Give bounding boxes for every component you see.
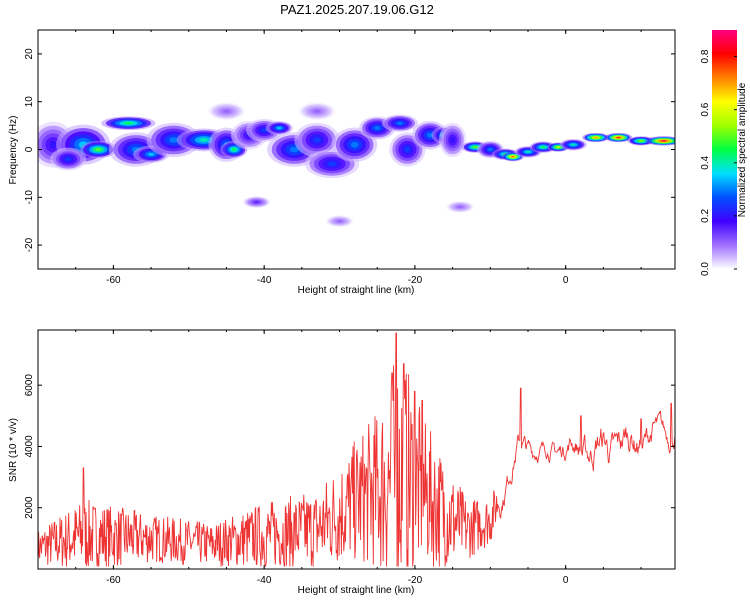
figure-title: PAZ1.2025.207.19.06.G12 (280, 2, 434, 17)
heatmap-blob-31-level-5 (570, 143, 576, 146)
heatmap-blob-25-level-5 (488, 148, 493, 151)
colorbar-gradient (712, 30, 737, 269)
heatmap-blob-34-level-5 (638, 140, 644, 142)
heatmap-blob-38-level-5 (457, 205, 463, 208)
spectrogram-ytick-label-3: 10 (24, 96, 35, 108)
heatmap-blob-20-level-5 (404, 146, 411, 153)
heatmap-blob-28-level-5 (525, 150, 531, 153)
heatmap-blob-33-level-5 (616, 136, 621, 139)
snr-panel: -60 -40 -20 0 2000 4000 6000 Height of straigh… (8, 329, 676, 596)
heatmap-blob-27-level-5 (511, 155, 515, 158)
spectrogram-xtick-label-3: 0 (563, 275, 569, 286)
heatmap-blob-14-level-5 (289, 146, 299, 153)
heatmap-blob-13-level-5 (276, 126, 282, 130)
snr-frame (37, 329, 676, 570)
snr-xtick-label-1: -40 (257, 575, 272, 586)
spectrogram-xtick-label-2: -20 (408, 275, 423, 286)
heatmap-blob-19-level-5 (396, 121, 403, 125)
heatmap-blob-3-level-5 (65, 157, 72, 161)
spectrogram-ytick-label-2: 0 (24, 146, 35, 152)
snr-xtick-label-3: 0 (563, 575, 569, 586)
colorbar-tick-label-3: 0.6 (700, 102, 711, 116)
snr-xtick-label-2: -20 (408, 575, 423, 586)
heatmap-blob-10-level-5 (231, 148, 237, 151)
heatmap-blob-2-level-5 (95, 148, 102, 151)
heatmap-blob-12-level-5 (261, 128, 268, 133)
spectrogram-xtick-label-0: -60 (106, 275, 121, 286)
heatmap-blob-7-level-5 (169, 137, 179, 143)
heatmap-blob-23-level-5 (450, 137, 455, 143)
heatmap-blob-37-level-5 (337, 220, 342, 223)
heatmap-blob-15-level-5 (313, 137, 321, 143)
spectrogram-ytick-label-1: -10 (24, 190, 35, 205)
heatmap-blob-40-level-5 (223, 109, 230, 113)
snr-xtick-label-0: -60 (106, 575, 121, 586)
colorbar-tick-label-4: 0.8 (700, 49, 711, 63)
heatmap-blob-29-level-5 (540, 146, 546, 149)
colorbar-tick-label-1: 0.2 (700, 209, 711, 223)
colorbar-label: Normalized spectral amplitude (737, 82, 748, 217)
spectrogram-ylabel: Frequency (Hz) (8, 116, 19, 185)
snr-ytick-label-2: 6000 (24, 374, 35, 397)
heatmap-blob-24-level-5 (472, 146, 478, 149)
heatmap-blob-17-level-5 (350, 141, 359, 148)
heatmap-blob-18-level-5 (374, 126, 381, 130)
heatmap-blob-0-level-5 (49, 140, 57, 149)
heatmap-blob-4-level-5 (123, 122, 133, 125)
colorbar-tick-label-2: 0.4 (700, 155, 711, 169)
heatmap-blob-8-level-5 (199, 138, 209, 142)
heatmap-blob-6-level-5 (148, 152, 155, 156)
colorbar-ticks: 0.0 0.2 0.4 0.6 0.8 (700, 49, 737, 276)
snr-xlabel: Height of straight line (km) (298, 585, 415, 596)
spectrogram-xlabel: Height of straight line (km) (298, 285, 415, 296)
spectrogram-ticks: -60 -40 -20 0 -20 -10 0 10 20 (24, 30, 675, 286)
spectrogram-ytick-label-0: -20 (24, 237, 35, 252)
snr-ytick-label-0: 2000 (24, 496, 35, 519)
heatmap-blob-39-level-5 (313, 109, 320, 113)
heatmap-blob-21-level-5 (426, 132, 434, 138)
heatmap-blob-30-level-5 (556, 146, 560, 148)
spectrogram-xtick-label-1: -40 (257, 275, 272, 286)
colorbar-tick-label-0: 0.0 (700, 262, 711, 276)
heatmap-blob-16-level-5 (327, 161, 337, 167)
heatmap-blob-32-level-5 (593, 136, 599, 139)
spectrogram-panel: -60 -40 -20 0 -20 -10 0 10 20 Height of straight… (8, 29, 676, 296)
heatmap-blob-36-level-5 (254, 201, 259, 204)
colorbar: 0.0 0.2 0.4 0.6 0.8 Normalized spectral ampl… (700, 30, 748, 276)
heatmap-blob-35-level-5 (660, 140, 667, 142)
snr-ylabel: SNR (10 * v/v) (8, 418, 19, 482)
snr-ytick-label-1: 4000 (24, 435, 35, 458)
snr-series-line (38, 332, 675, 568)
snr-ticks: -60 -40 -20 0 2000 4000 6000 (24, 330, 675, 586)
spectrogram-ytick-label-4: 20 (24, 48, 35, 60)
heatmap-marks (38, 102, 675, 227)
